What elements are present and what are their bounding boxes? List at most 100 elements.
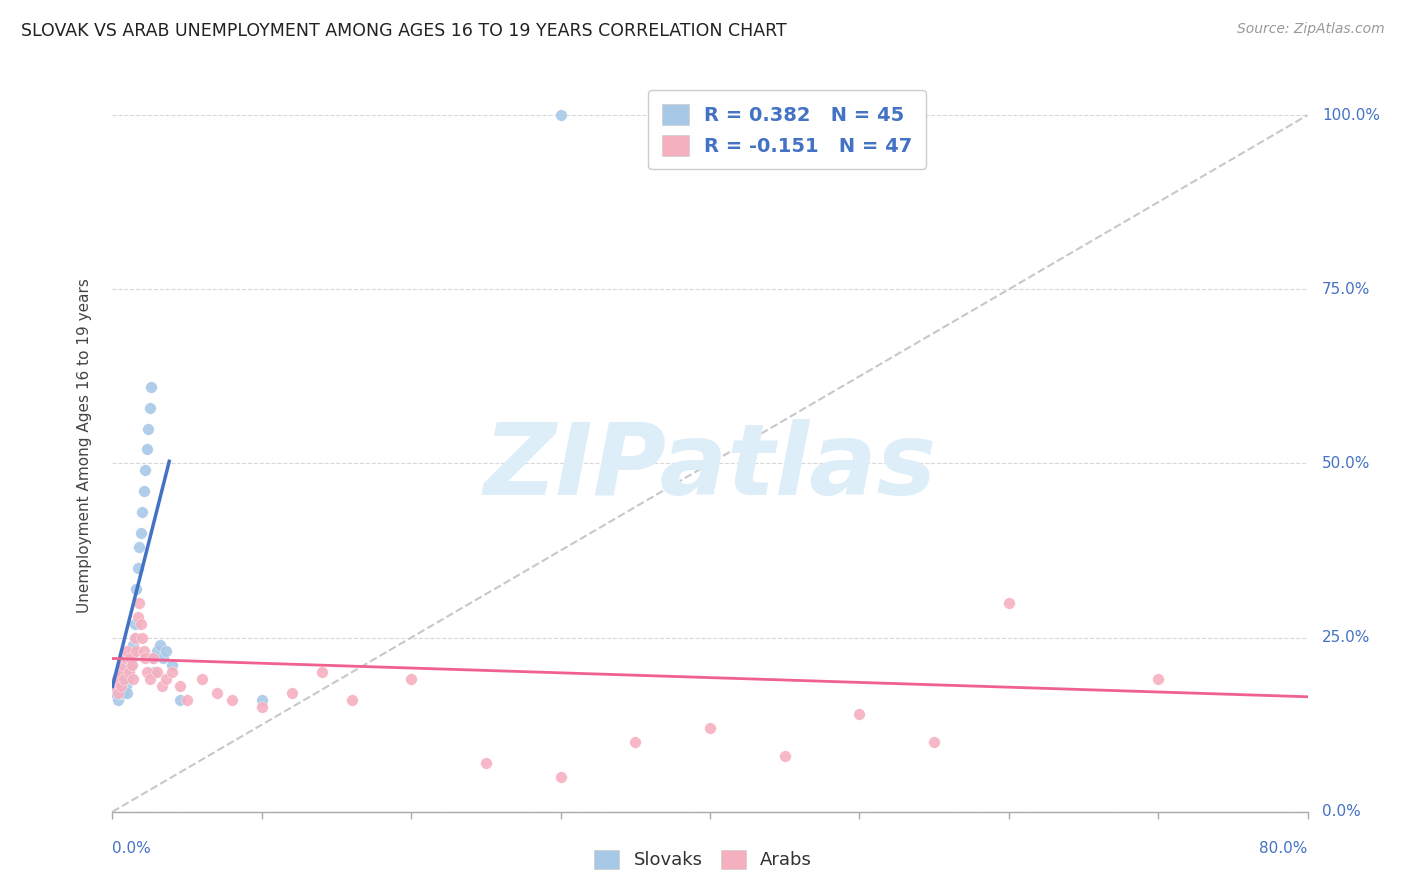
Point: [131, 505, 153, 519]
Point: [124, 631, 146, 645]
Point: [550, 108, 572, 122]
Point: [281, 686, 304, 700]
Point: [121, 658, 143, 673]
Point: [128, 596, 150, 610]
Point: [135, 665, 157, 680]
Point: [108, 679, 131, 693]
Point: [250, 693, 273, 707]
Point: [141, 380, 163, 394]
Point: [131, 631, 153, 645]
Point: [115, 673, 138, 687]
Point: [122, 638, 145, 652]
Point: [117, 686, 139, 700]
Text: 0.0%: 0.0%: [112, 841, 152, 856]
Point: [149, 638, 172, 652]
Point: [108, 673, 131, 687]
Point: [107, 693, 129, 707]
Point: [475, 756, 498, 770]
Point: [134, 463, 156, 477]
Point: [169, 693, 191, 707]
Point: [311, 665, 333, 680]
Text: 25.0%: 25.0%: [1322, 630, 1371, 645]
Point: [114, 673, 135, 687]
Point: [699, 721, 721, 735]
Point: [205, 686, 228, 700]
Point: [118, 665, 141, 680]
Text: 50.0%: 50.0%: [1322, 456, 1371, 471]
Point: [143, 665, 166, 680]
Point: [117, 658, 139, 673]
Point: [120, 651, 142, 665]
Point: [250, 700, 273, 714]
Point: [120, 658, 142, 673]
Point: [624, 735, 647, 749]
Point: [127, 561, 149, 575]
Text: 0.0%: 0.0%: [1322, 805, 1361, 819]
Point: [128, 540, 150, 554]
Point: [121, 644, 143, 658]
Point: [773, 749, 796, 764]
Point: [110, 686, 132, 700]
Point: [191, 673, 214, 687]
Point: [118, 651, 141, 665]
Point: [111, 658, 134, 673]
Point: [135, 442, 157, 457]
Point: [114, 686, 135, 700]
Point: [169, 679, 191, 693]
Point: [115, 651, 138, 665]
Point: [104, 679, 127, 693]
Point: [125, 644, 148, 658]
Point: [142, 651, 165, 665]
Point: [132, 484, 155, 499]
Point: [125, 582, 148, 596]
Point: [139, 401, 162, 415]
Point: [104, 686, 127, 700]
Point: [340, 693, 363, 707]
Point: [111, 673, 134, 687]
Point: [121, 651, 143, 665]
Point: [922, 735, 945, 749]
Point: [107, 686, 129, 700]
Text: SLOVAK VS ARAB UNEMPLOYMENT AMONG AGES 16 TO 19 YEARS CORRELATION CHART: SLOVAK VS ARAB UNEMPLOYMENT AMONG AGES 1…: [21, 22, 787, 40]
Point: [124, 631, 146, 645]
Point: [105, 673, 128, 687]
Point: [155, 644, 177, 658]
Point: [401, 673, 423, 687]
Text: 75.0%: 75.0%: [1322, 282, 1371, 297]
Point: [998, 596, 1021, 610]
Point: [155, 673, 177, 687]
Point: [118, 665, 141, 680]
Point: [550, 770, 572, 784]
Point: [110, 679, 132, 693]
Point: [138, 421, 160, 435]
Point: [134, 651, 156, 665]
Point: [132, 644, 155, 658]
Point: [111, 679, 134, 693]
Point: [124, 616, 146, 631]
Point: [139, 673, 162, 687]
Point: [848, 707, 870, 722]
Text: 100.0%: 100.0%: [1322, 108, 1379, 122]
Y-axis label: Unemployment Among Ages 16 to 19 years: Unemployment Among Ages 16 to 19 years: [77, 278, 91, 614]
Point: [115, 679, 138, 693]
Legend: R = 0.382   N = 45, R = -0.151   N = 47: R = 0.382 N = 45, R = -0.151 N = 47: [648, 90, 927, 169]
Text: 80.0%: 80.0%: [1260, 841, 1308, 856]
Point: [108, 665, 131, 680]
Point: [117, 644, 139, 658]
Point: [1147, 673, 1170, 687]
Point: [129, 616, 152, 631]
Point: [117, 673, 139, 687]
Point: [110, 665, 132, 680]
Legend: Slovaks, Arabs: Slovaks, Arabs: [585, 841, 821, 879]
Point: [162, 658, 183, 673]
Point: [146, 644, 169, 658]
Point: [114, 665, 135, 680]
Point: [105, 679, 128, 693]
Point: [176, 693, 198, 707]
Point: [162, 665, 183, 680]
Point: [152, 651, 174, 665]
Point: [150, 679, 173, 693]
Point: [127, 609, 149, 624]
Point: [142, 651, 165, 665]
Point: [146, 665, 169, 680]
